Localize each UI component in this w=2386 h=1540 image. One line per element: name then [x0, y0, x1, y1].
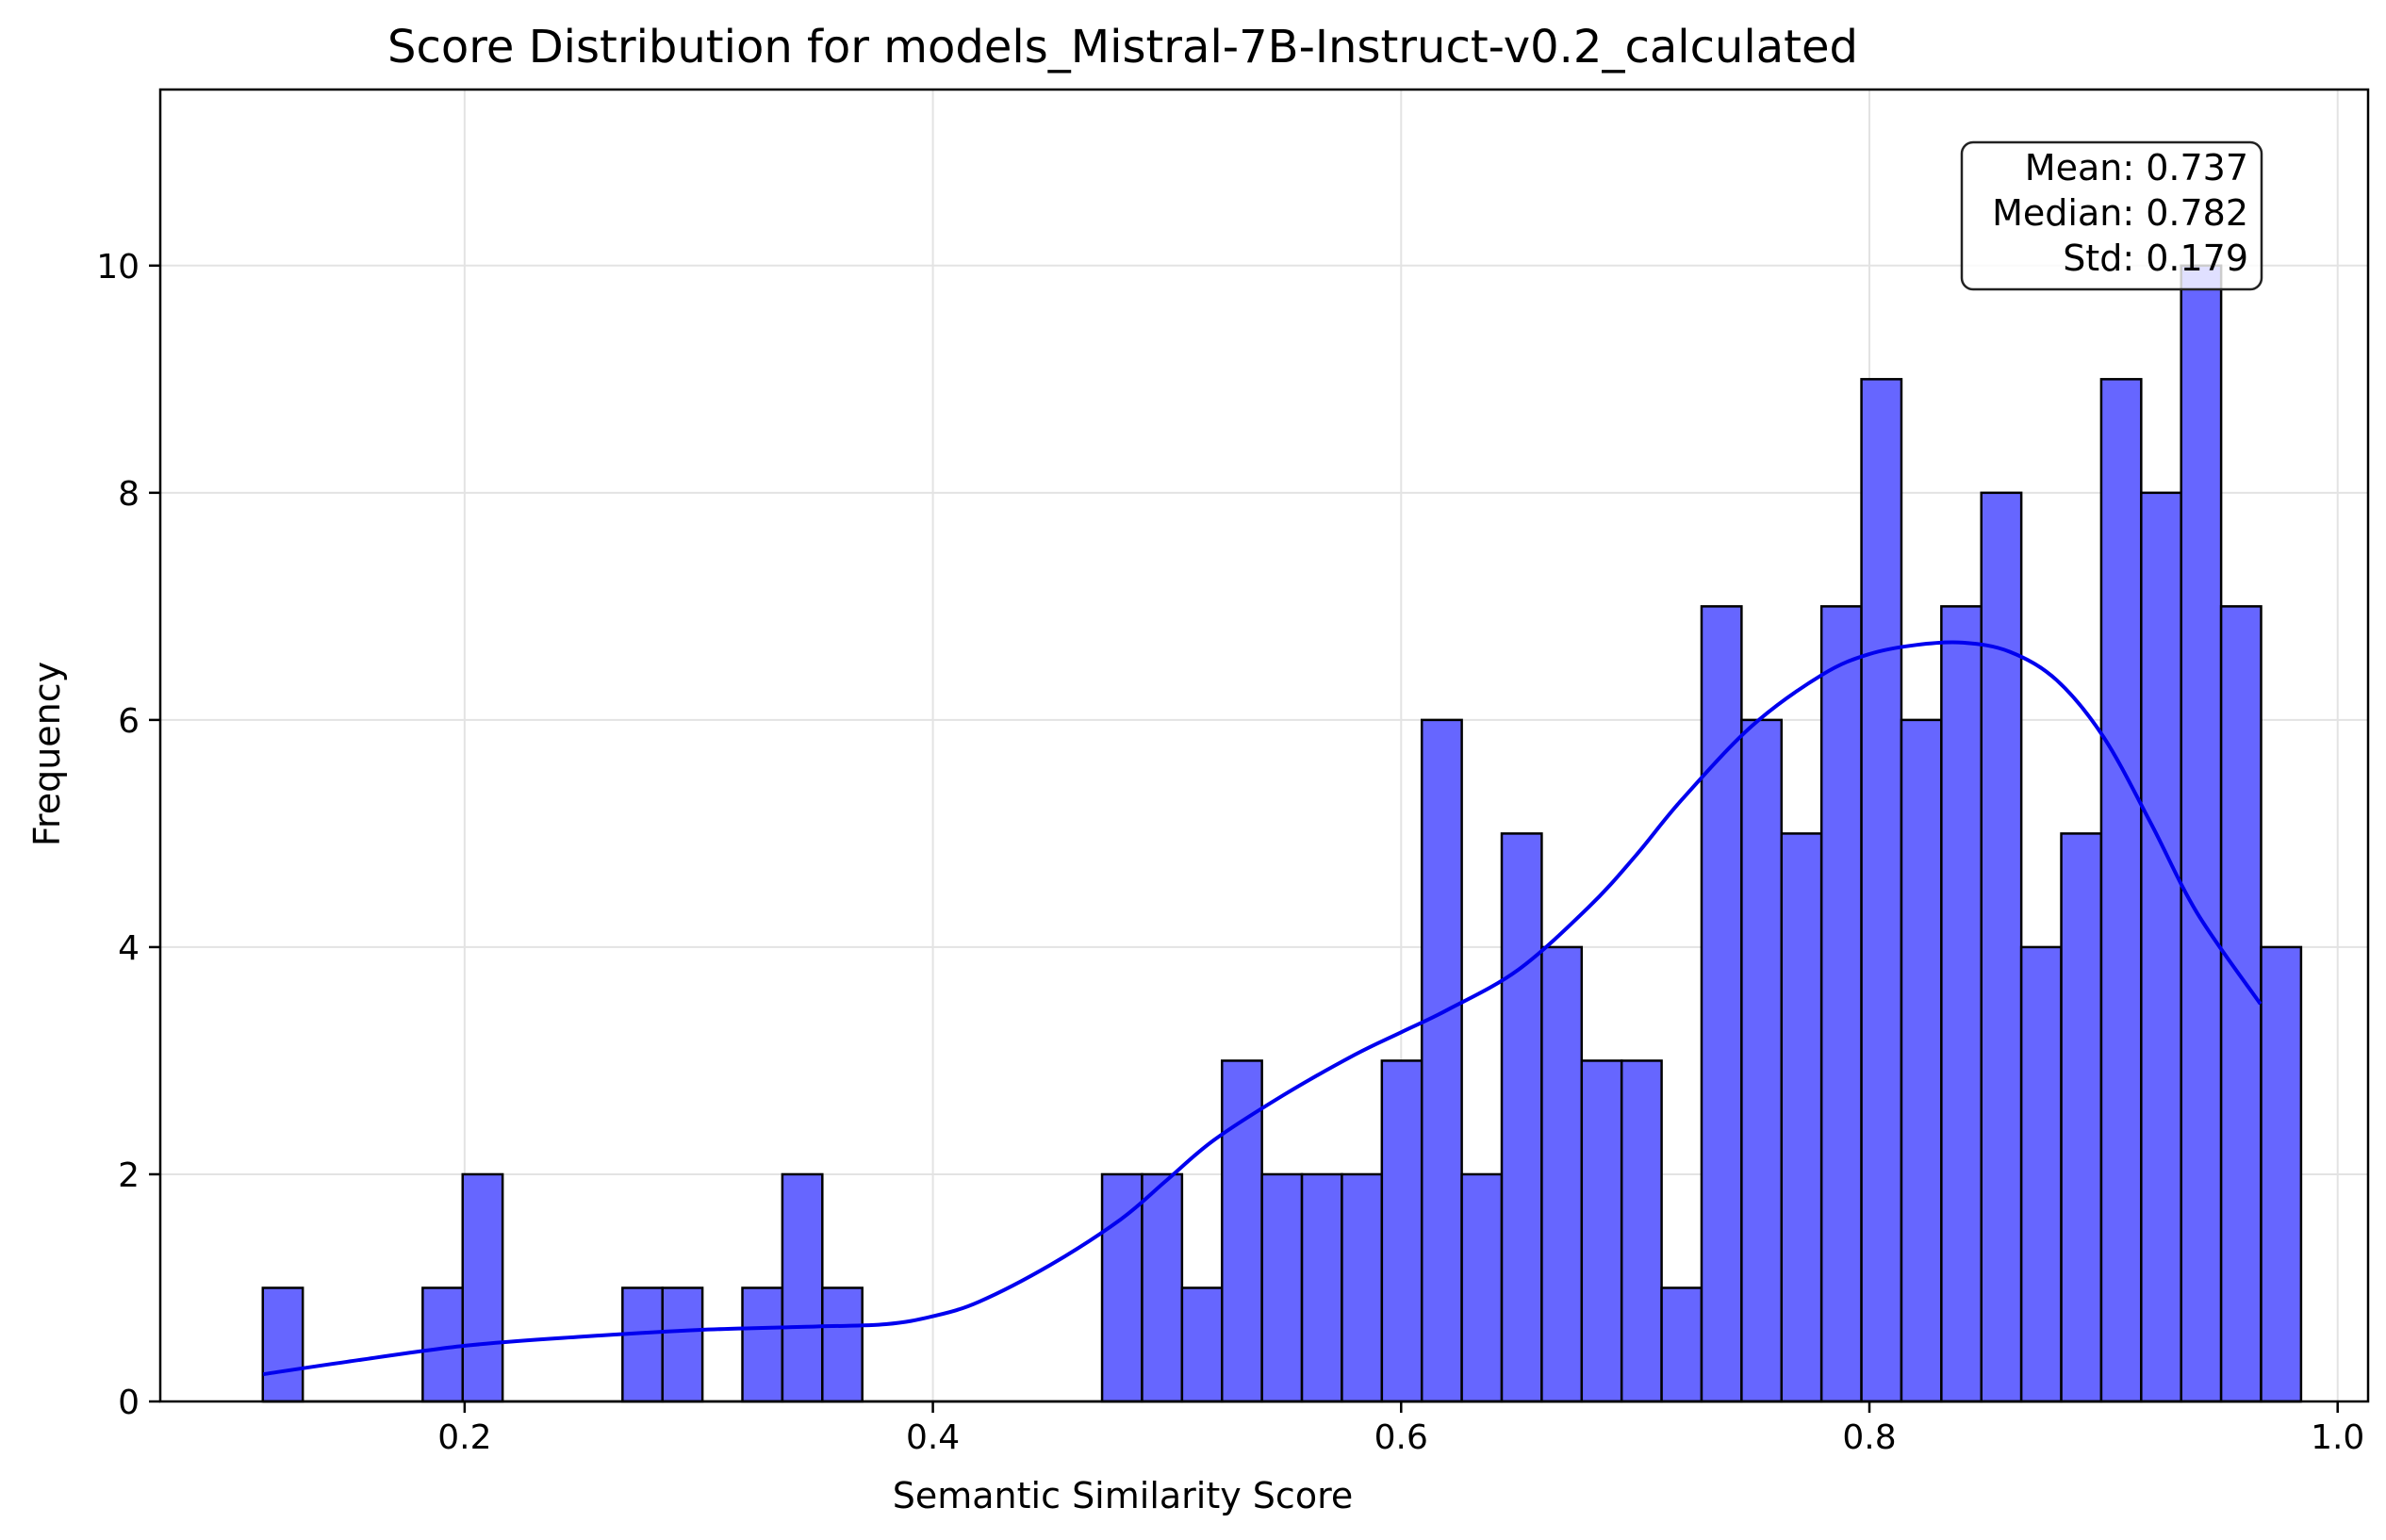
histogram-bar [821, 1286, 864, 1403]
histogram-bar [1580, 1059, 1623, 1403]
histogram-bar [661, 1286, 704, 1403]
histogram-bar [1220, 1059, 1263, 1403]
y-tick-label: 0 [118, 1384, 140, 1422]
stats-box-frame [1960, 140, 2263, 291]
histogram-bar [2099, 378, 2143, 1403]
x-tick-label: 0.2 [437, 1418, 491, 1457]
stat-median: Median: 0.782 [1992, 192, 2248, 234]
plot-frame [158, 88, 2370, 1403]
histogram-bar [741, 1286, 784, 1403]
histogram-bar [781, 1172, 824, 1403]
axis-ticks: 0.2 0.4 0.6 0.8 1.0 0 2 4 6 8 10 [96, 248, 2364, 1457]
histogram-bar [2260, 945, 2303, 1403]
histogram-bar [1500, 832, 1543, 1403]
histogram-bar [2219, 605, 2263, 1403]
y-tick-label: 8 [118, 475, 140, 514]
x-tick-label: 0.4 [906, 1418, 960, 1457]
histogram-bar [2019, 945, 2063, 1403]
chart-title: Score Distribution for models_Mistral-7B… [387, 21, 1858, 74]
histogram-bar [1141, 1172, 1184, 1403]
histogram-bar [1380, 1059, 1423, 1403]
histogram-bar [1660, 1286, 1703, 1403]
y-tick-label: 10 [96, 248, 140, 287]
x-axis-label: Semantic Similarity Score [893, 1475, 1354, 1516]
histogram-bar [2180, 264, 2223, 1403]
x-tick-label: 0.6 [1374, 1418, 1428, 1457]
histogram-bar [1460, 1172, 1504, 1403]
y-tick-label: 6 [118, 702, 140, 741]
stat-mean: Mean: 0.737 [2025, 147, 2248, 188]
histogram-bar [1900, 718, 1943, 1403]
y-axis-label: Frequency [26, 662, 68, 846]
stat-std: Std: 0.179 [2063, 238, 2248, 279]
x-tick-label: 0.8 [1842, 1418, 1896, 1457]
x-tick-label: 1.0 [2311, 1418, 2364, 1457]
histogram-bar [1700, 605, 1743, 1403]
stats-box: Mean: 0.737 Median: 0.782 Std: 0.179 [1960, 140, 2263, 291]
histogram-bar [1260, 1172, 1304, 1403]
y-tick-label: 2 [118, 1156, 140, 1195]
histogram-bar [461, 1172, 504, 1403]
histogram-bar [1341, 1172, 1384, 1403]
kde-curve-group [263, 640, 2263, 1377]
histogram-bar [261, 1286, 304, 1403]
histogram-bar [621, 1286, 664, 1403]
histogram-bar [1860, 378, 1903, 1403]
histogram-bar [421, 1286, 465, 1403]
histogram-bar [1980, 491, 2023, 1403]
histogram-bar [1540, 945, 1584, 1403]
histogram-bar [1300, 1172, 1343, 1403]
y-tick-label: 4 [118, 929, 140, 968]
kde-curve [263, 640, 2263, 1377]
histogram-bar [1780, 832, 1823, 1403]
histogram-bar [1180, 1286, 1224, 1403]
histogram-bars [261, 264, 2303, 1403]
histogram-bar [1819, 605, 1863, 1403]
histogram-bar [1420, 718, 1463, 1403]
histogram-bar [1620, 1059, 1663, 1403]
histogram-bar [2060, 832, 2103, 1403]
histogram-bar [1740, 718, 1784, 1403]
histogram-bar [1940, 605, 1983, 1403]
histogram-bar [2140, 491, 2182, 1403]
